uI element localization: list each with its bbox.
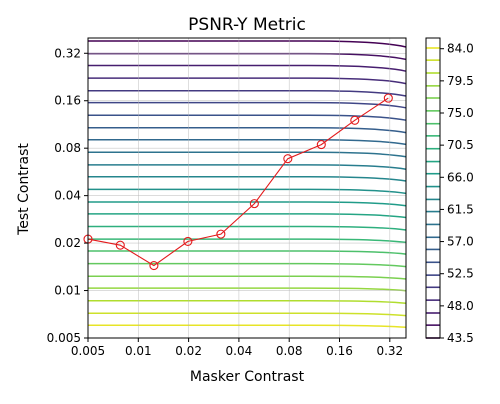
contour-line — [88, 312, 407, 317]
colorbar-tick-label: 66.0 — [447, 170, 474, 184]
contour-line — [88, 64, 407, 72]
colorbar-tick-label: 84.0 — [447, 42, 474, 56]
x-tick-label: 0.04 — [226, 344, 253, 358]
data-point — [115, 240, 125, 250]
colorbar-tick-label: 43.5 — [447, 331, 474, 345]
colorbar-tick-label: 57.0 — [447, 235, 474, 249]
colorbar-tick-label: 75.0 — [447, 106, 474, 120]
y-tick-label: 0.04 — [54, 189, 81, 203]
contour-line — [88, 201, 407, 207]
y-tick-label: 0.16 — [54, 94, 81, 108]
contour-line — [88, 176, 407, 182]
data-point — [350, 115, 360, 125]
y-tick-label: 0.02 — [54, 236, 81, 250]
data-point — [383, 93, 393, 103]
contour-line — [88, 164, 407, 170]
data-point — [316, 140, 326, 150]
colorbar: 43.5 48.0 52.5 57.0 61.5 66.0 70.5 75.0 79.5 84.0 — [425, 37, 474, 345]
y-axis-label: Test Contrast — [16, 143, 32, 236]
plot-frame — [87, 37, 407, 339]
grid-lines — [87, 38, 406, 339]
contour-line — [88, 127, 407, 134]
contour-lines — [88, 40, 407, 329]
x-tick-label: 0.02 — [175, 344, 202, 358]
contour-line — [88, 101, 407, 109]
x-tick-label: 0.08 — [276, 344, 303, 358]
contour-line — [88, 275, 407, 280]
y-tick-label: 0.08 — [54, 141, 81, 155]
colorbar-tick-label: 61.5 — [447, 202, 474, 216]
data-point — [183, 236, 193, 246]
x-tick-label: 0.32 — [376, 344, 403, 358]
contour-line — [88, 238, 407, 244]
contour-line — [88, 262, 407, 268]
contour-line — [88, 250, 407, 255]
contour-line — [88, 324, 407, 329]
data-point — [216, 229, 226, 239]
contour-line — [88, 299, 407, 304]
contour-line — [88, 138, 407, 146]
contour-line — [88, 89, 407, 97]
chart-title: PSNR-Y Metric — [188, 15, 306, 35]
x-tick-label: 0.005 — [71, 344, 105, 358]
contour-line — [88, 40, 407, 48]
y-tick-label: 0.32 — [54, 46, 81, 60]
colorbar-tick-label: 52.5 — [447, 267, 474, 281]
y-axis: 0.005 0.01 0.02 0.04 0.08 0.16 0.32 — [47, 46, 88, 345]
contour-line — [88, 52, 407, 61]
colorbar-tick-label: 79.5 — [447, 74, 474, 88]
data-point — [149, 261, 159, 271]
x-tick-label: 0.01 — [125, 344, 152, 358]
x-tick-label: 0.16 — [326, 344, 353, 358]
x-axis: 0.005 0.01 0.02 0.04 0.08 0.16 0.32 — [71, 338, 403, 358]
colorbar-tick-label: 70.5 — [447, 138, 474, 152]
series-layer — [83, 93, 393, 271]
contour-line — [88, 114, 407, 121]
contour-line — [88, 213, 407, 219]
colorbar-frame — [425, 37, 441, 339]
contour-line — [88, 77, 407, 85]
contour-line — [88, 188, 407, 195]
colorbar-tick-label: 48.0 — [447, 299, 474, 313]
y-tick-label: 0.01 — [54, 284, 81, 298]
contour-line — [88, 225, 407, 231]
data-point — [249, 199, 259, 209]
data-point — [283, 154, 293, 164]
y-tick-label: 0.005 — [47, 331, 81, 345]
contour-line — [88, 151, 407, 158]
x-axis-label: Masker Contrast — [190, 369, 305, 385]
series-line — [87, 97, 389, 267]
